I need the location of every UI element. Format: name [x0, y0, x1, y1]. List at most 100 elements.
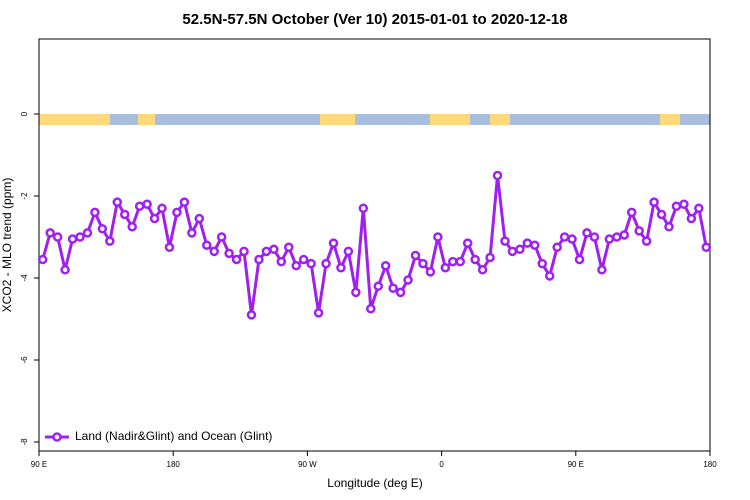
data-point [246, 310, 257, 320]
data-point [134, 201, 145, 212]
chart-title: 52.5N-57.5N October (Ver 10) 2015-01-01 … [182, 11, 567, 28]
data-point [276, 256, 287, 267]
data-point [559, 232, 570, 242]
data-point [485, 252, 495, 263]
data-point [403, 275, 413, 285]
data-point [343, 246, 354, 257]
data-point [97, 224, 108, 234]
data-point [530, 240, 540, 250]
data-point [418, 258, 428, 269]
data-point [373, 281, 383, 291]
land-ocean-strip [39, 114, 710, 125]
data-point [284, 242, 294, 253]
x-tick-label: 180 [703, 460, 717, 469]
data-point [694, 203, 704, 214]
data-point [269, 244, 279, 255]
x-tick-label: 90 W [298, 460, 317, 469]
series-line [41, 175, 708, 316]
data-point [105, 236, 115, 246]
data-point [522, 238, 533, 248]
data-point [194, 213, 205, 224]
x-tick-label: 90 E [568, 460, 584, 469]
data-point [455, 256, 465, 267]
data-point [544, 271, 555, 281]
data-point [686, 213, 697, 224]
data-point [60, 265, 70, 275]
data-point [470, 254, 480, 265]
data-point [537, 258, 547, 269]
y-tick-label: -2 [20, 192, 29, 200]
y-axis-label: XCO2 - MLO trend (ppm) [0, 178, 14, 313]
data-point [380, 260, 391, 271]
data-point [582, 228, 592, 238]
data-point [202, 240, 212, 250]
data-point [209, 246, 219, 257]
data-point [37, 254, 48, 265]
data-point [440, 263, 451, 273]
data-point [127, 222, 137, 232]
data-point [216, 232, 227, 242]
data-point [112, 197, 123, 207]
data-point [45, 228, 55, 238]
data-point [75, 232, 85, 242]
data-point [626, 207, 637, 218]
x-tick-label: 0 [439, 460, 444, 469]
data-point [619, 230, 630, 240]
data-point [187, 228, 197, 238]
data-point [410, 250, 421, 261]
data-point [351, 287, 361, 298]
y-tick-label: -4 [20, 274, 29, 282]
data-point [149, 213, 160, 224]
data-point [254, 254, 264, 265]
data-point [90, 207, 100, 218]
data-point [671, 201, 682, 212]
data-point [425, 267, 436, 277]
x-tick-label: 180 [167, 460, 181, 469]
data-point [261, 246, 272, 257]
data-point [179, 197, 190, 207]
data-point [298, 254, 309, 265]
data-point [567, 234, 577, 244]
data-point [328, 238, 339, 248]
data-point [388, 283, 398, 293]
x-axis-label: Longitude (deg E) [327, 476, 422, 490]
data-point [291, 260, 301, 271]
data-point [701, 242, 712, 253]
data-point [448, 256, 458, 267]
x-tick-label: 90 E [31, 460, 47, 469]
data-point [224, 248, 234, 259]
data-point [641, 236, 652, 246]
data-point [515, 244, 525, 255]
data-point [679, 199, 689, 209]
y-tick-label: -8 [20, 438, 29, 446]
data-point [574, 254, 585, 265]
data-point [119, 209, 130, 220]
data-point [142, 199, 152, 209]
data-point [239, 246, 249, 257]
data-point [172, 207, 182, 218]
data-point [321, 258, 331, 269]
data-point [313, 308, 324, 318]
data-point [395, 287, 406, 298]
data-point [336, 263, 346, 273]
data-point [649, 197, 659, 207]
data-point [656, 209, 667, 220]
data-point [366, 303, 376, 314]
y-tick-label: 0 [20, 111, 29, 116]
data-point [52, 232, 63, 242]
data-point [433, 232, 443, 242]
data-point [664, 222, 674, 232]
data-point [67, 234, 78, 244]
data-point [164, 242, 175, 253]
data-point [507, 246, 518, 257]
data-point [157, 203, 167, 214]
data-point [231, 254, 242, 265]
data-point [82, 228, 93, 238]
data-point [552, 242, 562, 253]
legend-marker [52, 432, 62, 442]
data-point [589, 232, 600, 242]
data-point [358, 203, 369, 214]
data-point [462, 238, 473, 248]
y-tick-label: -6 [20, 356, 29, 364]
